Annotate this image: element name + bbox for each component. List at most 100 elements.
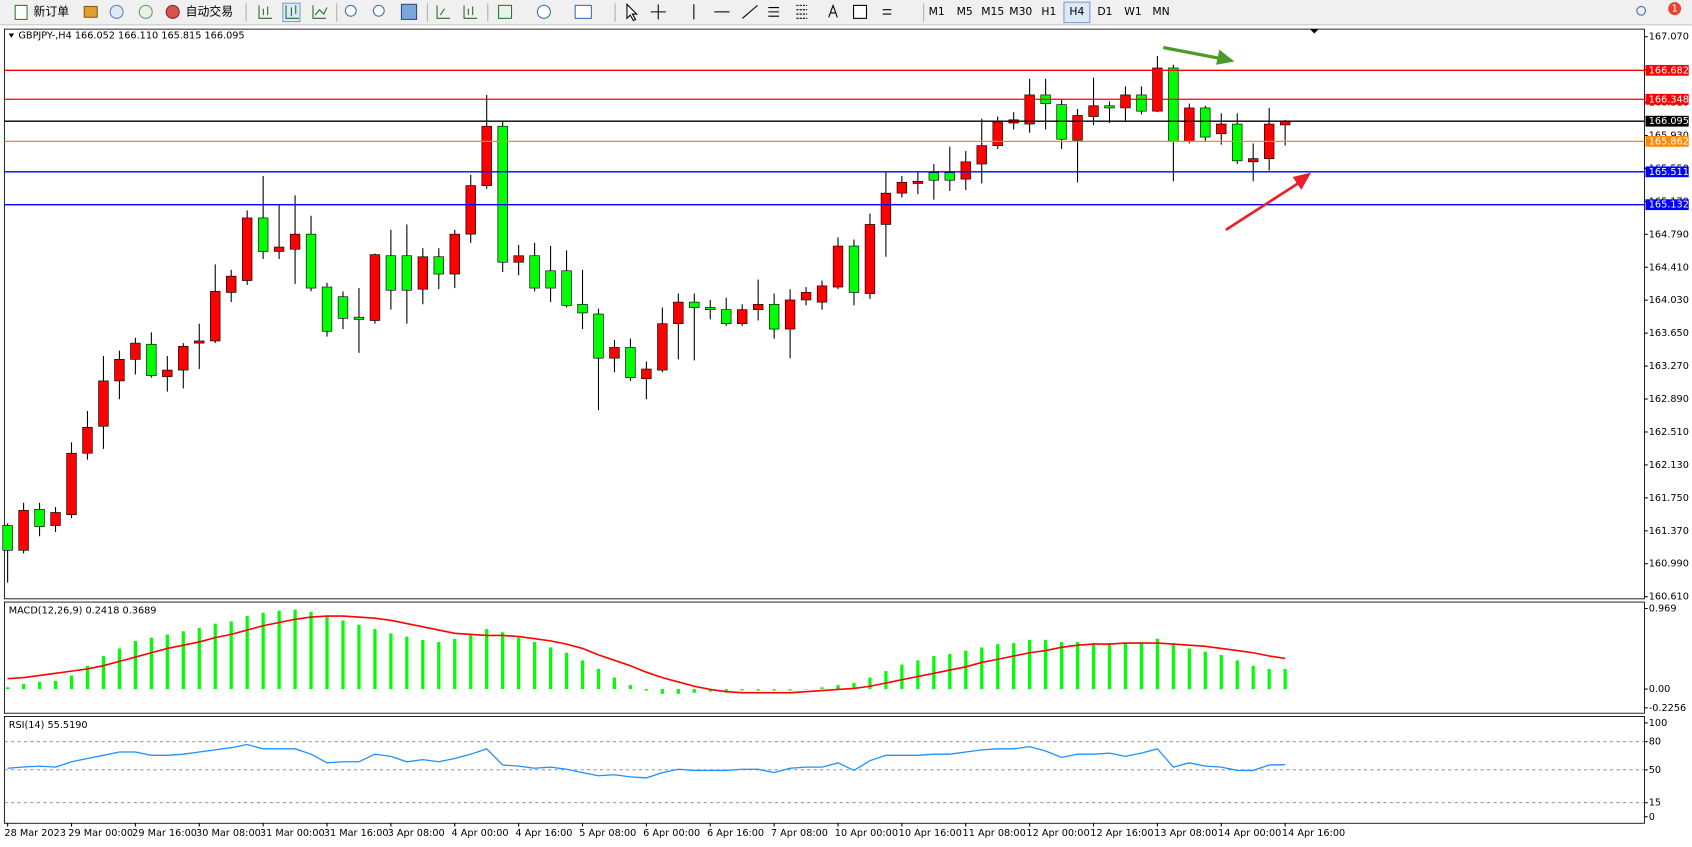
candle-body [34,508,45,527]
text-icon[interactable] [828,3,838,18]
price-level-label: 165.862 [1649,136,1689,147]
toolbar-icon[interactable] [312,5,328,19]
macd-bar [6,687,10,690]
y-tick-label: 161.370 [1649,526,1689,537]
search-icon[interactable] [1636,5,1647,16]
y-tick-label: 164.790 [1649,229,1689,240]
label-icon[interactable] [853,4,868,19]
macd-bar [1219,654,1223,690]
candle-body [114,359,125,382]
candle-body [880,192,892,225]
toolbar-icon[interactable] [138,4,153,19]
y-tick-label: 160.990 [1649,559,1689,570]
candle-body [449,233,460,275]
x-tick-label: 6 Apr 16:00 [707,828,764,839]
timeframe-button[interactable]: H1 [1041,5,1056,18]
macd-bar [421,639,425,690]
candle-body [689,301,700,308]
auto-trading-button[interactable]: 自动交易 [186,4,233,18]
cursor-icon[interactable] [626,3,638,22]
macd-bar [357,624,361,690]
annotations [1162,45,1312,231]
macd-bar [469,633,473,690]
timeframe-button[interactable]: MN [1152,5,1169,18]
candle-body [1136,94,1147,112]
indicators-icon[interactable] [498,4,513,19]
timeframe-button[interactable]: M15 [981,5,1004,18]
crosshair-icon[interactable] [650,4,666,20]
timeframe-button[interactable]: M30 [1009,5,1032,18]
timeframe-button[interactable]: D1 [1097,5,1112,18]
toolbar-icon[interactable] [258,5,272,19]
macd-bar [756,689,760,691]
macd-bar [309,611,313,690]
macd-bar [772,689,776,691]
macd-bar [69,675,74,690]
x-tick-label: 4 Apr 00:00 [452,828,509,839]
x-tick-label: 11 Apr 08:00 [963,828,1026,839]
timeframe-button[interactable]: M1 [929,5,945,18]
y-tick-label: 160.610 [1649,592,1689,603]
toolbar-icon[interactable] [463,5,477,19]
x-tick-label: 4 Apr 16:00 [515,828,572,839]
trendline-icon[interactable] [742,4,758,19]
macd-bar [85,665,90,690]
candle-body [593,313,604,359]
new-order-button[interactable]: 新订单 [34,4,70,18]
macd-bar [692,689,696,693]
candle-body [417,256,429,290]
price-level-label-bg [1645,64,1689,76]
periods-icon[interactable] [536,4,551,19]
y-tick-label: 162.890 [1649,394,1689,405]
auto-trading-icon[interactable] [165,4,180,19]
macd-bar [101,656,106,690]
price-level-label: 166.348 [1649,94,1689,105]
candle-body [241,217,253,281]
x-tick-label: 10 Apr 00:00 [835,828,898,839]
notification-count[interactable]: 1 [1672,4,1678,15]
notification-badge[interactable] [1668,2,1682,16]
timeframe-button[interactable]: W1 [1124,5,1142,18]
templates-icon[interactable] [574,4,592,19]
macd-bar [1091,643,1096,690]
macd-bar [485,629,489,690]
fibo-icon[interactable] [796,4,808,19]
candle-body [944,172,955,181]
zoom-in-icon[interactable] [344,4,357,17]
x-tick-label: 29 Mar 16:00 [132,828,197,839]
macd-bar [21,684,26,690]
candle-body [226,275,237,293]
tile-icon[interactable] [400,3,418,20]
x-tick-label: 6 Apr 00:00 [643,828,700,839]
candle-body [1104,105,1115,109]
candle-body [146,343,157,376]
new-order-icon[interactable] [14,4,28,20]
timeframe-button[interactable]: M5 [957,5,973,18]
candle-body [577,303,588,314]
y-tick-label: 50 [1649,765,1661,776]
macd-bar [277,610,281,690]
toolbar-icon[interactable] [436,5,451,19]
candle-body [721,309,732,325]
x-tick-label: 29 Mar 00:00 [68,828,133,839]
macd-bar [676,689,680,694]
timeframe-button[interactable]: H4 [1069,5,1084,18]
arrows-icon[interactable] [882,9,892,15]
channel-icon[interactable] [768,7,780,17]
candle-body [1024,94,1035,125]
macd-bar [373,629,377,690]
candle-body [609,347,620,359]
toolbar-icon[interactable] [83,5,98,18]
macd-bar [245,616,249,690]
macd-bar [964,650,968,690]
candle-body [912,180,924,184]
y-tick-label: 164.410 [1649,262,1689,273]
candle-body [1056,104,1067,140]
toolbar-icon[interactable] [109,4,124,19]
macd-panel [3,601,1645,714]
timeframe-selected[interactable] [1063,1,1091,24]
candle-body [162,369,173,377]
zoom-out-icon[interactable] [372,4,385,17]
toolbar-icon[interactable] [285,5,299,19]
